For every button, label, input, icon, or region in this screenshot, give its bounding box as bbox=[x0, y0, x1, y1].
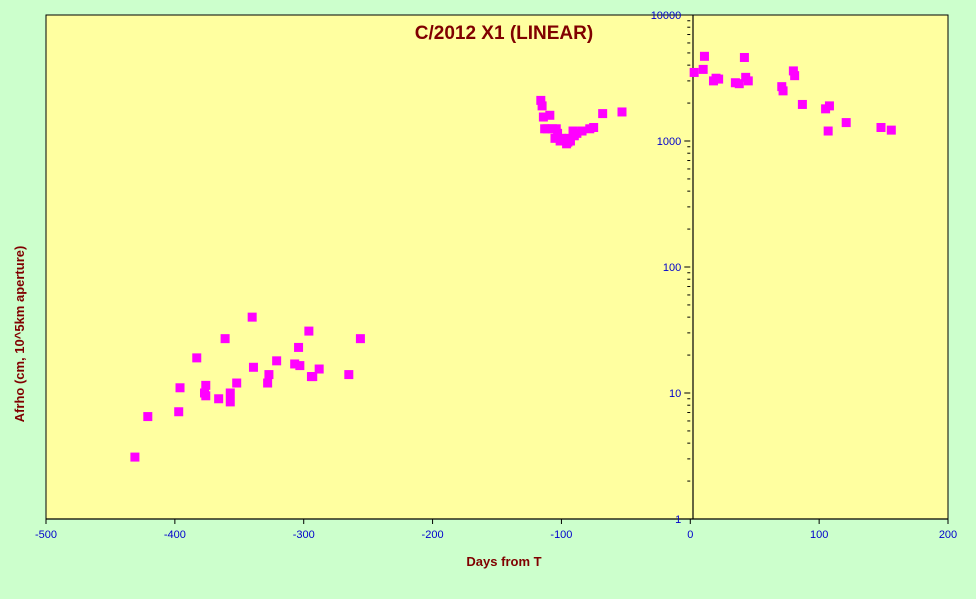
data-point bbox=[542, 124, 552, 134]
data-point bbox=[314, 364, 324, 374]
data-point bbox=[617, 107, 627, 117]
data-point bbox=[598, 109, 608, 119]
data-point bbox=[143, 412, 153, 422]
data-point bbox=[201, 380, 211, 390]
data-point bbox=[876, 122, 886, 132]
y-tick-label: 1000 bbox=[657, 136, 681, 148]
data-point bbox=[553, 128, 563, 138]
data-point bbox=[572, 128, 582, 138]
data-point bbox=[689, 67, 699, 77]
data-point bbox=[841, 118, 851, 128]
data-point bbox=[734, 79, 744, 89]
data-point bbox=[174, 407, 184, 417]
data-point bbox=[232, 378, 242, 388]
y-tick-label: 10 bbox=[669, 388, 681, 400]
data-point bbox=[175, 383, 185, 393]
x-tick-label: -400 bbox=[164, 529, 186, 541]
x-tick-label: 200 bbox=[939, 529, 957, 541]
data-point bbox=[698, 64, 708, 74]
data-point bbox=[551, 124, 561, 134]
data-point bbox=[304, 326, 314, 336]
data-point bbox=[295, 361, 305, 371]
x-tick-label: 0 bbox=[687, 529, 693, 541]
data-point bbox=[823, 126, 833, 136]
y-tick-label: 10000 bbox=[651, 10, 682, 22]
data-point bbox=[225, 397, 235, 407]
y-axis-label: Afrho (cm, 10^5km aperture) bbox=[12, 246, 27, 423]
data-point bbox=[355, 334, 365, 344]
data-point bbox=[263, 378, 273, 388]
x-tick-label: -300 bbox=[293, 529, 315, 541]
x-tick-label: -500 bbox=[35, 529, 57, 541]
x-tick-label: -100 bbox=[550, 529, 572, 541]
x-tick-label: 100 bbox=[810, 529, 828, 541]
data-point bbox=[225, 388, 235, 398]
data-point bbox=[550, 133, 560, 143]
data-point bbox=[545, 110, 555, 120]
data-point bbox=[886, 125, 896, 135]
data-point bbox=[192, 353, 202, 363]
data-points bbox=[130, 51, 896, 462]
data-point bbox=[778, 86, 788, 96]
data-point bbox=[739, 52, 749, 62]
data-point bbox=[538, 112, 548, 122]
data-point bbox=[577, 126, 587, 136]
data-point bbox=[220, 334, 230, 344]
data-point bbox=[589, 122, 599, 132]
data-point bbox=[788, 66, 798, 76]
data-point bbox=[247, 312, 257, 322]
data-point bbox=[290, 359, 300, 369]
y-tick-label: 100 bbox=[663, 262, 681, 274]
data-point bbox=[536, 95, 546, 105]
data-point bbox=[264, 370, 274, 380]
y-ticks: 1 10 100 1000 10000 bbox=[651, 10, 691, 526]
data-point bbox=[344, 370, 354, 380]
data-point bbox=[308, 372, 318, 382]
x-ticks: -500 -400 -300 -200 -100 0 100 200 bbox=[35, 519, 957, 541]
data-point bbox=[743, 76, 753, 86]
data-point bbox=[294, 342, 304, 352]
x-axis-label: Days from T bbox=[466, 554, 541, 569]
plot-area bbox=[45, 14, 949, 520]
data-point bbox=[537, 101, 547, 111]
data-point bbox=[714, 74, 724, 84]
data-point bbox=[797, 99, 807, 109]
y-tick-label: 1 bbox=[675, 514, 681, 526]
data-point bbox=[248, 362, 258, 372]
data-point bbox=[201, 391, 211, 401]
x-tick-label: -200 bbox=[422, 529, 444, 541]
data-point bbox=[130, 452, 140, 462]
data-point bbox=[565, 136, 575, 146]
data-point bbox=[699, 51, 709, 61]
data-point bbox=[272, 356, 282, 366]
data-point bbox=[824, 101, 834, 111]
data-point bbox=[214, 394, 224, 404]
data-point bbox=[790, 71, 800, 81]
chart-title: C/2012 X1 (LINEAR) bbox=[415, 23, 593, 44]
